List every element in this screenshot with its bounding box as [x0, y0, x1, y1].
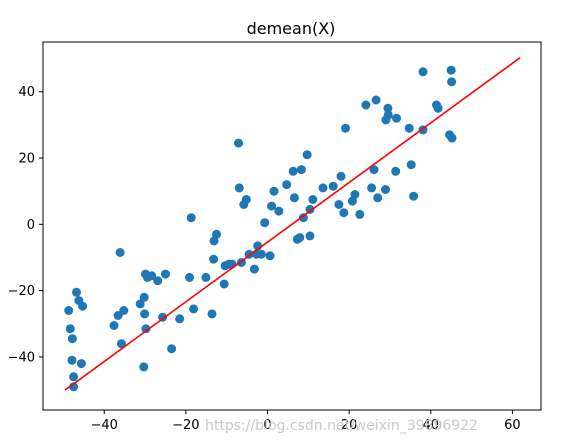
data-point	[234, 183, 244, 193]
data-point	[282, 180, 292, 190]
data-point	[305, 204, 315, 214]
data-point	[289, 193, 299, 203]
x-tick-label: −20	[172, 418, 199, 433]
data-point	[361, 100, 371, 110]
data-point	[147, 271, 157, 281]
data-point	[72, 287, 81, 297]
data-point	[67, 355, 77, 365]
data-point	[260, 218, 270, 228]
data-point	[265, 251, 275, 261]
data-point	[139, 362, 149, 372]
data-point	[339, 208, 349, 218]
data-point	[267, 201, 277, 211]
data-point	[119, 306, 129, 315]
data-point	[140, 309, 150, 319]
y-tick-label: −20	[8, 284, 35, 299]
data-point	[295, 233, 305, 243]
data-point	[391, 166, 401, 176]
y-tick-label: 0	[27, 218, 35, 233]
axes: −40 −20 0 20 40 60 −40 −20 0 20 40	[8, 41, 542, 433]
data-point	[241, 195, 251, 204]
data-point	[234, 138, 243, 148]
data-point	[298, 213, 308, 223]
plot-frame	[42, 41, 542, 411]
data-point	[69, 372, 79, 382]
data-point	[116, 339, 126, 349]
data-point	[212, 229, 221, 239]
y-tick-label: 40	[18, 85, 35, 100]
data-point	[64, 306, 74, 315]
x-tick-label: 0	[263, 418, 271, 433]
data-point	[269, 186, 279, 196]
data-point	[406, 160, 416, 170]
data-point	[78, 301, 88, 311]
data-point	[161, 269, 170, 279]
data-point	[392, 113, 401, 123]
data-point	[201, 272, 211, 282]
watermark: https://blog.csdn.net/weixin_39896922	[205, 418, 478, 434]
data-point	[115, 248, 125, 257]
data-point	[219, 279, 229, 289]
data-point	[141, 324, 151, 334]
data-point	[447, 133, 457, 143]
data-point	[167, 344, 177, 354]
data-point	[256, 249, 266, 259]
data-point	[76, 359, 86, 369]
data-point	[249, 264, 259, 274]
chart-title: demean(X)	[247, 19, 336, 38]
data-point	[383, 103, 393, 113]
data-point	[367, 183, 377, 193]
data-point	[373, 193, 383, 203]
plot-area	[64, 56, 521, 392]
data-point	[135, 299, 145, 309]
data-point	[207, 309, 217, 319]
data-point	[274, 206, 284, 216]
data-point	[418, 67, 428, 77]
data-point	[185, 272, 194, 282]
y-tick-label: −40	[8, 350, 35, 365]
data-point	[404, 123, 414, 133]
data-point	[350, 190, 360, 199]
data-point	[383, 110, 393, 120]
data-point	[139, 292, 149, 302]
data-point	[153, 276, 163, 286]
data-point	[371, 95, 381, 105]
data-point	[65, 324, 75, 334]
x-tick-label: −40	[91, 418, 118, 433]
data-point	[296, 165, 306, 175]
fit-line	[64, 56, 521, 391]
data-point	[189, 304, 199, 314]
data-point	[158, 312, 168, 322]
data-point	[369, 165, 379, 175]
data-point	[302, 150, 312, 160]
data-point	[109, 321, 119, 330]
data-point	[305, 231, 315, 241]
data-point	[336, 171, 346, 181]
x-tick-label: 40	[423, 418, 440, 433]
data-point	[175, 314, 185, 324]
data-point	[409, 191, 419, 201]
data-point	[341, 123, 350, 133]
data-point	[67, 334, 77, 344]
y-tick-label: 20	[18, 152, 35, 167]
data-point	[186, 213, 196, 223]
data-point	[318, 183, 328, 193]
data-point	[355, 209, 365, 219]
x-tick-label: 20	[341, 418, 358, 433]
data-point	[288, 166, 298, 176]
data-point	[328, 181, 338, 191]
data-point	[433, 103, 443, 113]
data-point	[381, 185, 390, 194]
data-point	[446, 65, 456, 75]
data-point	[447, 77, 457, 87]
data-point	[308, 195, 318, 204]
data-point	[209, 254, 219, 264]
data-point	[334, 200, 344, 209]
x-tick-label: 60	[504, 418, 521, 433]
